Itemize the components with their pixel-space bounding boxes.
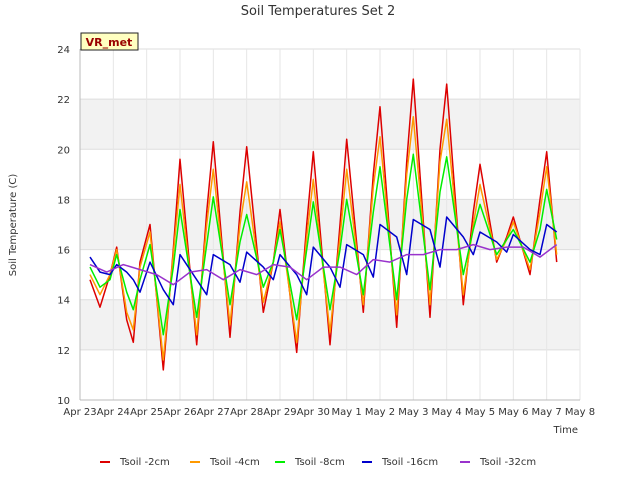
plot-band (80, 99, 580, 150)
x-tick-label: Apr 26 (163, 407, 196, 418)
legend-label: Tsoil -4cm (209, 457, 260, 468)
y-tick-label: 10 (57, 396, 70, 407)
y-tick-labels: 10 12 14 16 18 20 22 24 (57, 45, 70, 407)
y-axis-label: Soil Temperature (C) (8, 174, 19, 277)
legend-label: Tsoil -32cm (479, 457, 536, 468)
axes (79, 49, 580, 401)
plot-area (80, 49, 580, 400)
x-axis-label: Time (553, 425, 578, 436)
x-tick-label: May 2 (365, 407, 395, 418)
x-tick-label: May 5 (465, 407, 495, 418)
x-tick-label: May 1 (332, 407, 362, 418)
x-tick-label: May 4 (432, 407, 462, 418)
x-tick-label: May 3 (398, 407, 428, 418)
legend-label: Tsoil -2cm (119, 457, 170, 468)
annotation-box (80, 32, 139, 51)
y-tick-label: 24 (57, 45, 70, 56)
series-line-tsoil-16cm (89, 216, 558, 306)
x-tick-label: Apr 23 (63, 407, 96, 418)
y-tick-label: 20 (57, 145, 70, 156)
x-tick-labels: Apr 23 Apr 24 Apr 25 Apr 26 Apr 27 Apr 28 Apr … (63, 407, 595, 418)
y-tick-label: 12 (57, 346, 70, 357)
x-tick-label: May 7 (532, 407, 562, 418)
y-tick-label: 18 (57, 195, 70, 206)
legend-label: Tsoil -16cm (381, 457, 438, 468)
x-tick-label: May 8 (565, 407, 595, 418)
x-tick-label: Apr 24 (97, 407, 130, 418)
x-tick-label: Apr 25 (130, 407, 163, 418)
series-line-tsoil-32cm (89, 243, 558, 286)
y-tick-label: 16 (57, 246, 70, 257)
y-tick-label: 22 (57, 95, 70, 106)
annotation-badge: VR_met (80, 32, 139, 51)
series-lines (89, 78, 558, 371)
y-tick-label: 14 (57, 296, 70, 307)
x-tick-label: May 6 (498, 407, 528, 418)
x-tick-label: Apr 28 (230, 407, 263, 418)
legend: Tsoil -2cm Tsoil -4cm Tsoil -8cm Tsoil -16c… (100, 457, 536, 468)
x-tick-label: Apr 30 (297, 407, 330, 418)
x-tick-label: Apr 29 (263, 407, 296, 418)
x-tick-label: Apr 27 (197, 407, 230, 418)
legend-label: Tsoil -8cm (294, 457, 345, 468)
chart-title: Soil Temperatures Set 2 (241, 4, 396, 19)
annotation-text: VR_met (86, 36, 133, 49)
